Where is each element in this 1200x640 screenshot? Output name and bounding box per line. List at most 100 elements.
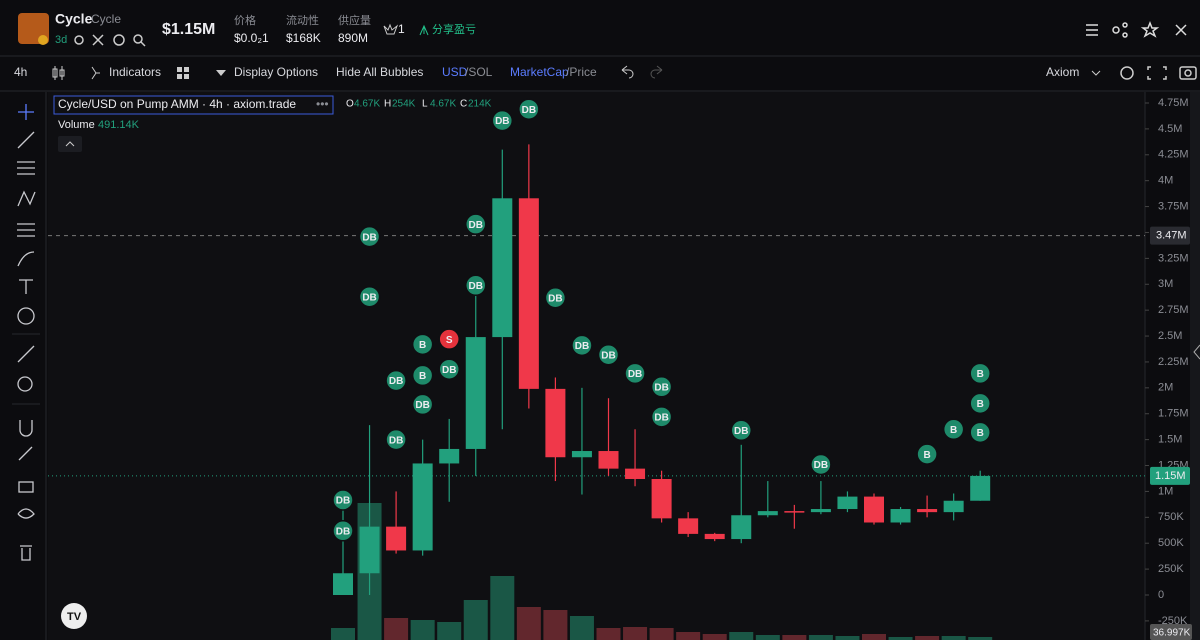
hide-bubbles[interactable]: Hide All Bubbles <box>336 65 423 79</box>
volume-bar <box>888 637 913 640</box>
y-tick-label: 1.5M <box>1158 434 1182 446</box>
trade-bubble-label: S <box>446 335 453 346</box>
token-age: 3d <box>55 34 67 46</box>
price-toggle[interactable]: /Price <box>566 65 597 79</box>
chart-type-icon[interactable] <box>52 66 65 80</box>
volume-bar <box>968 637 993 640</box>
drawing-tools[interactable] <box>17 104 36 561</box>
volume-bar <box>915 636 940 640</box>
trade-bubble <box>571 334 593 357</box>
volume-bar <box>623 627 648 640</box>
volume-value: 491.14K <box>98 119 140 131</box>
crosshair-label: 3.47M <box>1156 229 1187 241</box>
candle-body <box>651 478 672 519</box>
trade-bubble <box>411 333 434 356</box>
candle-body <box>386 526 407 551</box>
trade-bubble <box>810 453 832 476</box>
trade-bubble <box>969 421 991 444</box>
caret[interactable] <box>1091 70 1101 76</box>
redo[interactable] <box>650 65 663 79</box>
sol-toggle[interactable]: /SOL <box>465 65 493 79</box>
trade-bubble-label: B <box>419 340 426 351</box>
display-options[interactable]: Display Options <box>234 65 318 79</box>
trade-bubble <box>332 520 354 542</box>
y-tick-label: 3.25M <box>1158 252 1189 264</box>
trade-bubble-label: B <box>977 399 984 410</box>
trade-bubble <box>438 328 460 350</box>
y-tick-label: 750K <box>1158 511 1184 523</box>
chart-title: Cycle/USD on Pump AMM · 4h · axiom.trade <box>58 97 296 111</box>
volume-bar <box>437 622 462 640</box>
volume-bar <box>543 610 568 640</box>
usd-toggle[interactable]: USD <box>442 65 468 79</box>
trade-bubble-label: DB <box>495 116 509 127</box>
candle-body <box>545 388 566 458</box>
undo[interactable] <box>621 65 634 79</box>
candle-body <box>704 533 725 540</box>
trade-bubble-label: DB <box>548 293 562 304</box>
trade-bubble <box>465 213 487 235</box>
token-ticker: Cycle <box>91 12 121 26</box>
header-actions[interactable] <box>1086 20 1187 38</box>
candle-body <box>864 496 884 523</box>
social-icons[interactable] <box>74 34 146 47</box>
candle-body <box>890 509 911 523</box>
expand-arrow[interactable] <box>1193 344 1200 360</box>
candle-body <box>757 511 778 516</box>
trade-bubble-label: DB <box>522 105 536 116</box>
collapse-button[interactable] <box>58 136 82 152</box>
trade-bubble-label: DB <box>469 281 483 292</box>
trade-bubble <box>969 362 991 385</box>
trade-bubble <box>385 369 407 392</box>
volume-bar <box>702 634 727 640</box>
tv-logo[interactable] <box>61 603 87 629</box>
volume-bar <box>862 634 886 640</box>
legend-more[interactable]: ••• <box>316 97 329 111</box>
holders: 1 <box>398 22 405 36</box>
caret <box>65 141 75 147</box>
templates-icon[interactable] <box>177 67 189 79</box>
y-tick-label: -250K <box>1158 615 1188 627</box>
chart-actions[interactable] <box>1120 66 1197 80</box>
y-tick-label: 1M <box>1158 485 1173 497</box>
trade-bubble <box>438 358 460 380</box>
y-tick-label: 2.75M <box>1158 304 1189 316</box>
indicators[interactable]: Indicators <box>109 65 161 79</box>
trade-bubble-label: DB <box>336 496 350 507</box>
trade-bubble-label: DB <box>442 365 456 376</box>
candle-body <box>625 468 646 479</box>
trade-bubble <box>411 364 434 387</box>
trade-bubble-label: DB <box>362 292 376 303</box>
trade-bubble-label: DB <box>814 460 828 471</box>
trade-bubble <box>491 109 514 132</box>
volume-bar <box>808 635 833 640</box>
trade-bubble-label: B <box>923 450 930 461</box>
candle-body <box>810 509 831 513</box>
candle-body <box>970 475 991 501</box>
y-tick-label: 250K <box>1158 563 1184 575</box>
scrollbar[interactable] <box>1190 92 1200 640</box>
trade-bubble-label: DB <box>389 376 403 387</box>
share-icon[interactable] <box>419 24 429 36</box>
volume-bar <box>835 636 860 640</box>
tv-logo-text: TV <box>67 611 82 623</box>
volume-bar <box>649 628 674 640</box>
volume-bar <box>782 635 807 640</box>
stat-value: $168K <box>286 31 321 45</box>
ohlc-key: L <box>422 99 428 110</box>
legend-box[interactable] <box>53 95 334 115</box>
share-pnl[interactable]: 分享盈亏 <box>432 22 476 36</box>
trade-bubble <box>518 98 540 120</box>
source[interactable]: Axiom <box>1046 65 1079 79</box>
candle-body <box>917 509 938 513</box>
trade-bubble-label: DB <box>362 232 376 243</box>
mcap-toggle[interactable]: MarketCap <box>510 65 569 79</box>
trade-bubble <box>358 225 381 248</box>
interval[interactable]: 4h <box>14 65 27 79</box>
volume-bar <box>410 620 435 640</box>
chart-area <box>48 92 1145 640</box>
ohlc-key: H <box>384 99 391 110</box>
stat-value: $0.0₂1 <box>234 31 269 45</box>
caret[interactable] <box>216 70 226 76</box>
indicator-icon[interactable] <box>91 66 100 80</box>
